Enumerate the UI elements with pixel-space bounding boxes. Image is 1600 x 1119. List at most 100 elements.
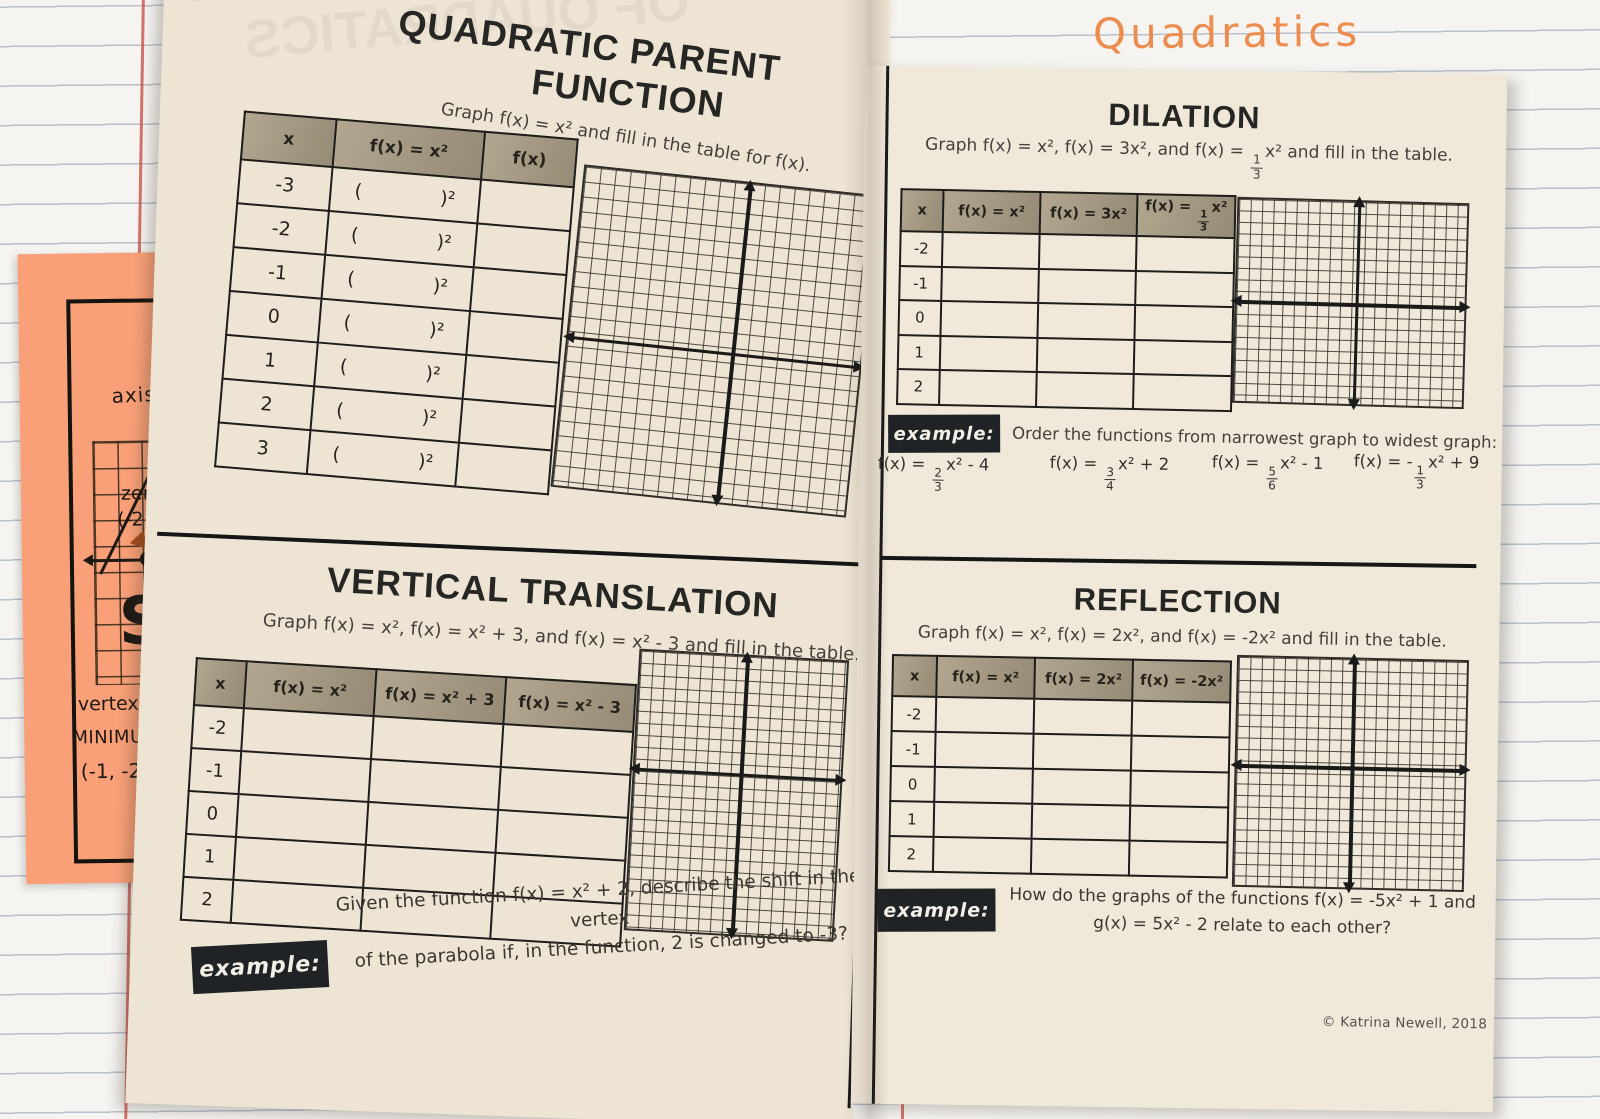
- x-value-cell: -2: [891, 696, 937, 732]
- blank-cell: [933, 801, 1033, 839]
- blank-cell: [1129, 805, 1229, 843]
- header-fx-x2: f(x) = x²: [936, 655, 1036, 699]
- x-value-cell: 0: [226, 290, 322, 343]
- blank-cell: [1033, 698, 1133, 736]
- blank-cell: [934, 766, 1033, 804]
- example-label: example:: [893, 423, 995, 445]
- blank-cell: [1032, 768, 1131, 806]
- blank-cell: [941, 231, 1040, 269]
- section-divider-horizontal: [880, 555, 1477, 568]
- y-axis: [1347, 662, 1357, 885]
- header-x: x: [892, 655, 938, 697]
- x-value-cell: 0: [186, 790, 239, 837]
- blank-cell: [939, 369, 1037, 407]
- x-value-cell: 0: [890, 765, 935, 802]
- header-x: x: [900, 189, 944, 232]
- worksheet-right-page: DILATION Graph f(x) = x², f(x) = 3x², an…: [850, 65, 1508, 1113]
- example-label: example:: [198, 951, 322, 983]
- blank-cell: [1135, 236, 1235, 273]
- answer-cell: [466, 311, 563, 363]
- header-fx: f(x): [481, 131, 578, 188]
- function-expression: f(x) = 5 6 x² - 1: [1211, 452, 1324, 493]
- blank-cell: [1130, 735, 1230, 773]
- answer-cell: [477, 179, 574, 232]
- dilation-table: x f(x) = x² f(x) = 3x² f(x) = 1 3 x² -2 -1…: [896, 188, 1236, 411]
- blank-cell: [934, 731, 1034, 769]
- blank-cell: [935, 696, 1035, 734]
- x-value-cell: 2: [897, 369, 940, 405]
- dilation-instructions: Graph f(x) = x², f(x) = 3x², and f(x) = …: [894, 134, 1485, 186]
- x-value-cell: 1: [889, 800, 935, 837]
- y-axis: [716, 188, 753, 498]
- reflection-example: How do the graphs of the functions f(x) …: [1003, 882, 1482, 945]
- reflection-instructions: Graph f(x) = x², f(x) = 2x², and f(x) = …: [917, 622, 1447, 652]
- x-value-cell: 1: [897, 334, 941, 370]
- handwritten-unit-title: Quadratics: [1092, 6, 1362, 59]
- function-expression: f(x) = -1 3 x² + 9: [1353, 451, 1480, 492]
- dilation-title: DILATION: [1108, 96, 1261, 136]
- answer-cell: [469, 267, 567, 319]
- header-x: x: [240, 111, 337, 168]
- blank-cell: [1133, 339, 1233, 377]
- header-fx-third-x2: f(x) = 1 3 x²: [1136, 194, 1236, 239]
- blank-cell: [1128, 840, 1228, 878]
- blank-cell: [1038, 233, 1137, 271]
- answer-cell: [455, 442, 552, 495]
- header-fx-3x2: f(x) = 3x²: [1039, 192, 1138, 237]
- worksheet-left-page: TRANSFORMATIONS OF QUADRATICS QUADRATIC …: [125, 0, 894, 1119]
- reflection-table: x f(x) = x² f(x) = 2x² f(x) = -2x² -2 -1…: [888, 654, 1232, 878]
- copyright-notice: © Katrina Newell, 2018: [1321, 1014, 1488, 1033]
- x-value-cell: -1: [229, 247, 326, 299]
- dilation-example-prompt: Order the functions from narrowest graph…: [1011, 423, 1498, 452]
- blank-cell: [941, 266, 1039, 303]
- table-header-row: x f(x) = x² f(x) = 3x² f(x) = 1 3 x²: [900, 189, 1236, 239]
- parent-coordinate-grid: [550, 164, 880, 518]
- header-fx-x2-plus3: f(x) = x² + 3: [373, 669, 507, 725]
- x-value-cell: -2: [899, 231, 943, 267]
- table-header-row: x f(x) = x² f(x) = 2x² f(x) = -2x²: [892, 655, 1231, 703]
- reflection-title: REFLECTION: [1073, 581, 1283, 621]
- answer-cell: [473, 223, 571, 276]
- blank-cell: [1032, 733, 1132, 771]
- blank-cell: [1131, 700, 1231, 738]
- x-value-cell: 2: [180, 876, 234, 923]
- blank-cell: [1036, 337, 1135, 374]
- card-vertex-label: vertex/: [77, 692, 146, 716]
- x-value-cell: 0: [898, 300, 942, 336]
- blank-cell: [1038, 268, 1136, 306]
- answer-cell: [462, 354, 559, 407]
- blank-cell: [940, 300, 1039, 338]
- x-value-cell: 2: [888, 835, 934, 872]
- x-axis: [637, 767, 838, 783]
- blank-cell: [1037, 302, 1136, 340]
- blank-cell: [1036, 371, 1134, 409]
- function-expression: f(x) = 3 4 x² + 2: [1049, 453, 1170, 494]
- header-fx-x2-minus3: f(x) = x² - 3: [503, 677, 636, 732]
- x-axis: [572, 335, 856, 369]
- blank-cell: [932, 836, 1032, 874]
- reflection-grid: [1231, 654, 1470, 893]
- table-row: 2: [897, 369, 1232, 411]
- x-value-cell: -2: [191, 705, 244, 752]
- instr-post: x² and fill in the table.: [1264, 141, 1454, 166]
- blank-cell: [1134, 305, 1234, 342]
- x-value-cell: -2: [233, 203, 329, 255]
- example-label: example:: [883, 898, 990, 922]
- blank-cell: [1031, 803, 1131, 841]
- x-value-cell: -3: [237, 159, 333, 211]
- x-value-cell: 2: [218, 378, 315, 431]
- blank-cell: [1030, 838, 1130, 876]
- parent-function-table: x f(x) = x² f(x) -3( )² -2( )² -1( )² 0(…: [214, 110, 579, 495]
- instr-pre: Graph f(x) = x², f(x) = 3x², and f(x) =: [924, 134, 1250, 162]
- example-box: example:: [888, 414, 1001, 453]
- x-value-cell: -1: [188, 748, 242, 795]
- x-axis: [1239, 299, 1462, 310]
- blank-cell: [939, 335, 1038, 372]
- header-fx-x2: f(x) = x²: [243, 661, 377, 717]
- x-value-cell: 1: [222, 334, 318, 387]
